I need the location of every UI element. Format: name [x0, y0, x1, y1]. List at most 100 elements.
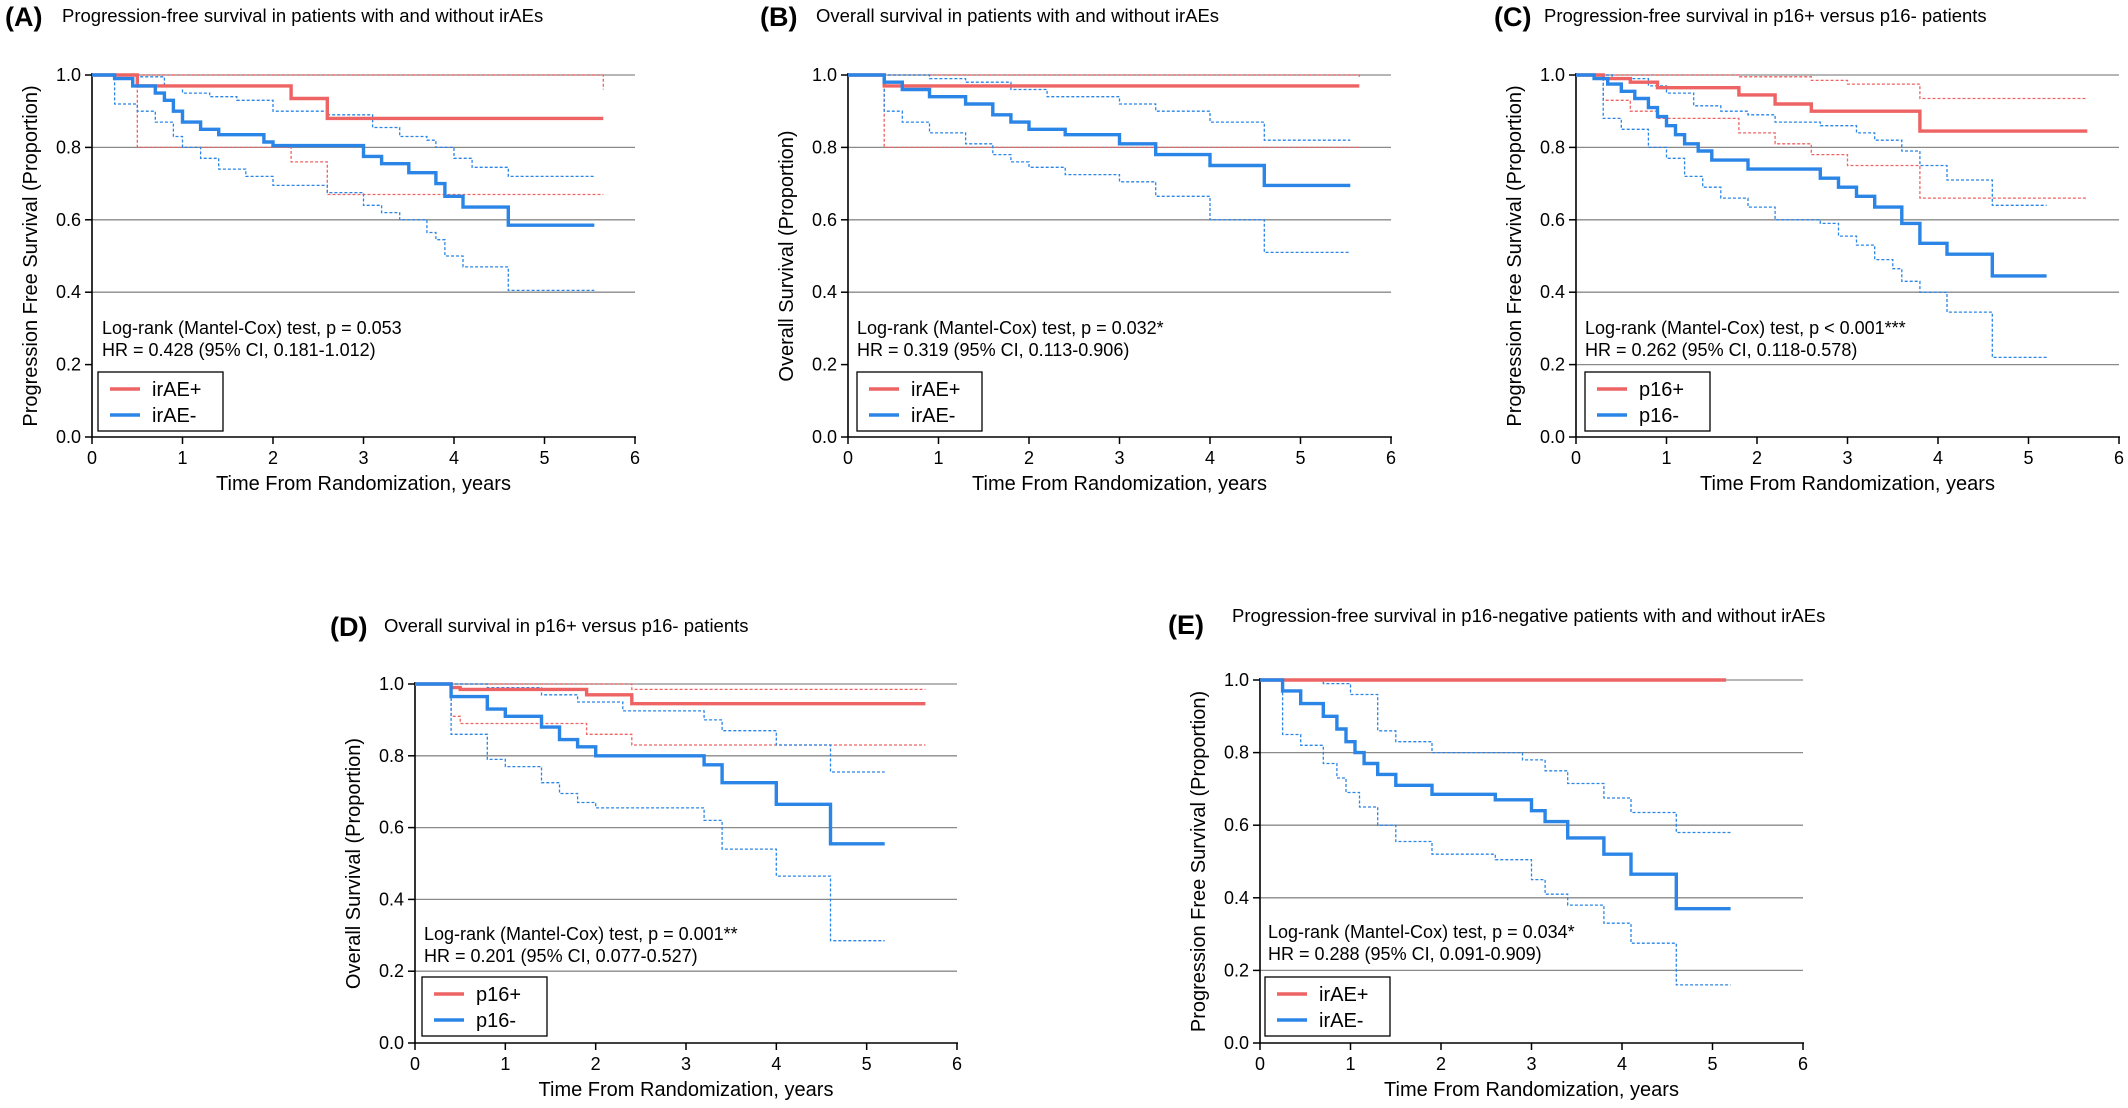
ci-upper-line [92, 74, 604, 90]
x-axis-label: Time From Randomization, years [539, 1079, 834, 1101]
legend-box [1584, 371, 1711, 432]
y-axis-label: Progression Free Survival (Proportion) [20, 85, 42, 426]
ci-lower-line [415, 683, 926, 746]
x-tick-label: 0 [843, 448, 853, 468]
x-tick-label: 6 [1798, 1054, 1808, 1074]
legend-box [1264, 976, 1391, 1037]
survival-curve [1576, 73, 2047, 278]
x-tick-label: 0 [1571, 448, 1581, 468]
legend-label: irAE- [1319, 1010, 1363, 1032]
y-tick-label: 1.0 [1540, 65, 1565, 85]
y-tick-label: 0.4 [812, 282, 837, 302]
x-axis-label: Time From Randomization, years [216, 473, 511, 495]
panel-e-heading: (E) Progression-free survival in p16-neg… [1168, 605, 1825, 640]
y-tick-label: 0.6 [379, 818, 404, 838]
y-tick-label: 0.4 [56, 282, 81, 302]
x-axis-label: Time From Randomization, years [972, 473, 1267, 495]
y-tick-label: 0.4 [1540, 282, 1565, 302]
x-tick-label: 1 [1661, 448, 1671, 468]
stat-hr-text: HR = 0.428 (95% CI, 0.181-1.012) [102, 340, 376, 360]
legend: irAE+ irAE- [1264, 976, 1391, 1037]
survival-curve [1576, 73, 2088, 133]
y-tick-label: 0.0 [812, 427, 837, 447]
x-tick-label: 2 [268, 448, 278, 468]
y-tick-label: 0.8 [379, 746, 404, 766]
y-tick-label: 0.6 [1224, 815, 1249, 835]
y-tick-label: 0.2 [56, 355, 81, 375]
ci-upper-line [1576, 74, 2088, 100]
x-axis-label: Time From Randomization, years [1384, 1079, 1679, 1101]
x-tick-label: 4 [1933, 448, 1943, 468]
y-tick-label: 0.8 [812, 137, 837, 157]
stat-hr-text: HR = 0.288 (95% CI, 0.091-0.909) [1268, 944, 1542, 964]
x-tick-label: 6 [1386, 448, 1396, 468]
ci-lower-line [848, 74, 1351, 254]
x-tick-label: 4 [449, 448, 459, 468]
km-panel: (B) Overall survival in patients with and… [760, 2, 1396, 495]
y-axis-label: Overall Survival (Proportion) [776, 130, 798, 381]
ci-upper-line [1260, 679, 1731, 834]
x-tick-label: 6 [630, 448, 640, 468]
ci-upper-line [415, 683, 926, 691]
ci-lower-line [1576, 74, 2047, 359]
x-tick-label: 5 [862, 1054, 872, 1074]
ci-lower-line [1576, 74, 2088, 199]
ci-upper-line [1576, 74, 2047, 206]
x-axis-label: Time From Randomization, years [1700, 473, 1995, 495]
x-tick-label: 0 [410, 1054, 420, 1074]
x-tick-label: 5 [539, 448, 549, 468]
x-tick-label: 2 [1436, 1054, 1446, 1074]
stat-logrank-text: Log-rank (Mantel-Cox) test, p < 0.001*** [1585, 318, 1906, 338]
x-tick-label: 3 [681, 1054, 691, 1074]
y-tick-label: 0.8 [1540, 137, 1565, 157]
x-tick-label: 4 [1205, 448, 1215, 468]
stat-logrank-text: Log-rank (Mantel-Cox) test, p = 0.034* [1268, 922, 1575, 942]
y-tick-label: 0.0 [56, 427, 81, 447]
x-tick-label: 1 [177, 448, 187, 468]
y-tick-label: 0.2 [379, 961, 404, 981]
stat-logrank-text: Log-rank (Mantel-Cox) test, p = 0.032* [857, 318, 1164, 338]
km-panel: (D) Overall survival in p16+ versus p16- … [330, 612, 962, 1101]
x-tick-label: 5 [1707, 1054, 1717, 1074]
y-tick-label: 1.0 [812, 65, 837, 85]
y-tick-label: 0.0 [1224, 1033, 1249, 1053]
x-tick-label: 3 [358, 448, 368, 468]
x-tick-label: 3 [1114, 448, 1124, 468]
y-tick-label: 1.0 [379, 674, 404, 694]
panel-title: Progression-free survival in p16-negativ… [1232, 605, 1825, 626]
survival-curve [415, 682, 885, 846]
y-tick-label: 0.0 [379, 1033, 404, 1053]
x-tick-label: 2 [1752, 448, 1762, 468]
stat-logrank-text: Log-rank (Mantel-Cox) test, p = 0.053 [102, 318, 402, 338]
x-tick-label: 6 [2114, 448, 2124, 468]
y-tick-label: 0.4 [1224, 888, 1249, 908]
y-tick-label: 0.2 [812, 355, 837, 375]
legend-label: p16+ [1639, 379, 1684, 401]
panel-letter: (A) [5, 2, 42, 32]
y-tick-label: 0.6 [812, 210, 837, 230]
ci-upper-line [92, 74, 595, 178]
x-tick-label: 1 [933, 448, 943, 468]
survival-curve [92, 73, 595, 227]
x-tick-label: 1 [500, 1054, 510, 1074]
survival-curve [1260, 678, 1731, 911]
y-tick-label: 1.0 [56, 65, 81, 85]
legend-label: irAE- [911, 405, 955, 427]
panel-letter: (C) [1494, 2, 1531, 32]
x-tick-label: 2 [591, 1054, 601, 1074]
survival-curve [848, 73, 1351, 188]
ci-upper-line [848, 74, 1360, 77]
panel-title: Overall survival in patients with and wi… [816, 5, 1219, 26]
legend-label: irAE+ [911, 379, 960, 401]
x-tick-label: 0 [87, 448, 97, 468]
legend-label: irAE+ [152, 379, 201, 401]
y-axis-label: Progression Free Survival (Proportion) [1188, 691, 1210, 1032]
y-tick-label: 0.4 [379, 889, 404, 909]
y-tick-label: 0.6 [56, 210, 81, 230]
panel-title: Progression-free survival in p16+ versus… [1544, 5, 1987, 26]
y-tick-label: 0.2 [1224, 960, 1249, 980]
panel-letter: (D) [330, 612, 367, 642]
y-tick-label: 0.8 [56, 137, 81, 157]
survival-curve [848, 73, 1360, 88]
